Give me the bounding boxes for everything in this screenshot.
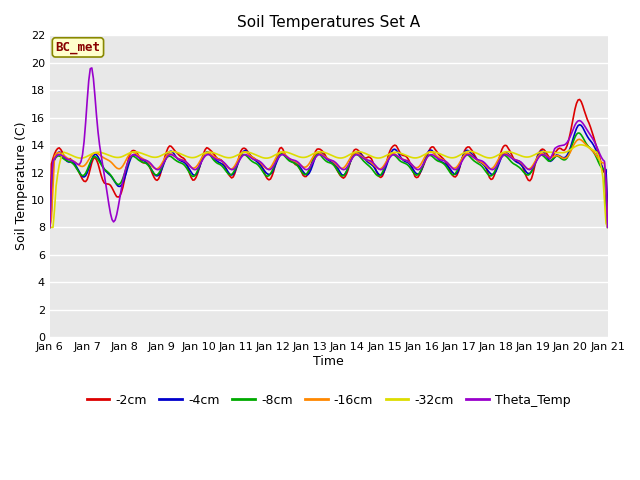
-16cm xyxy=(604,218,611,224)
X-axis label: Time: Time xyxy=(314,355,344,368)
-4cm xyxy=(212,157,220,163)
-32cm xyxy=(231,154,239,159)
-16cm xyxy=(115,166,122,171)
-4cm xyxy=(46,225,54,230)
-16cm xyxy=(231,163,239,169)
-2cm xyxy=(576,96,584,102)
-32cm xyxy=(115,155,122,160)
-4cm xyxy=(604,208,611,214)
-2cm xyxy=(240,145,248,151)
Line: -4cm: -4cm xyxy=(50,125,607,228)
Line: Theta_Temp: Theta_Temp xyxy=(50,68,607,228)
-16cm xyxy=(46,225,54,230)
-8cm xyxy=(212,159,220,165)
-4cm xyxy=(240,148,248,154)
-8cm xyxy=(290,160,298,166)
-16cm xyxy=(212,155,220,161)
-16cm xyxy=(576,136,584,142)
-16cm xyxy=(290,158,298,164)
Theta_Temp xyxy=(291,158,299,164)
-2cm xyxy=(573,100,580,106)
-8cm xyxy=(240,152,248,157)
-8cm xyxy=(46,225,54,230)
-8cm xyxy=(573,132,580,137)
Title: Soil Temperatures Set A: Soil Temperatures Set A xyxy=(237,15,420,30)
-32cm xyxy=(240,149,248,155)
-16cm xyxy=(240,149,248,155)
Theta_Temp xyxy=(88,65,95,71)
-4cm xyxy=(115,183,122,189)
-2cm xyxy=(115,194,122,200)
-2cm xyxy=(212,154,220,160)
-16cm xyxy=(573,138,580,144)
Line: -16cm: -16cm xyxy=(50,139,607,228)
Line: -2cm: -2cm xyxy=(50,99,607,226)
Legend: -2cm, -4cm, -8cm, -16cm, -32cm, Theta_Temp: -2cm, -4cm, -8cm, -16cm, -32cm, Theta_Te… xyxy=(82,389,576,412)
Theta_Temp xyxy=(574,118,582,124)
-8cm xyxy=(231,167,239,173)
-32cm xyxy=(290,152,298,157)
Line: -32cm: -32cm xyxy=(50,145,607,228)
-8cm xyxy=(574,130,582,136)
-32cm xyxy=(573,143,580,149)
-2cm xyxy=(290,160,298,166)
Y-axis label: Soil Temperature (C): Soil Temperature (C) xyxy=(15,122,28,251)
Theta_Temp xyxy=(232,163,240,169)
Theta_Temp xyxy=(214,157,221,163)
-32cm xyxy=(604,225,611,230)
-32cm xyxy=(577,142,585,148)
-4cm xyxy=(290,159,298,165)
-2cm xyxy=(231,171,239,177)
-2cm xyxy=(604,223,611,228)
Line: -8cm: -8cm xyxy=(50,133,607,228)
-32cm xyxy=(46,225,54,230)
-32cm xyxy=(212,151,220,156)
-4cm xyxy=(231,169,239,175)
-8cm xyxy=(115,181,122,187)
-8cm xyxy=(604,225,611,230)
-4cm xyxy=(573,126,580,132)
-4cm xyxy=(576,122,584,128)
Theta_Temp xyxy=(604,225,611,230)
-2cm xyxy=(46,221,54,227)
Theta_Temp xyxy=(46,225,54,230)
Theta_Temp xyxy=(116,195,124,201)
Theta_Temp xyxy=(242,152,250,157)
Text: BC_met: BC_met xyxy=(56,41,100,54)
